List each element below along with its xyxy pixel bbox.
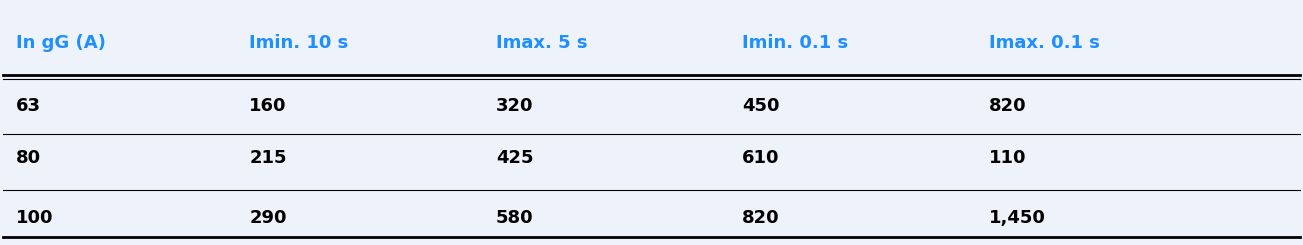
- Text: Imin. 10 s: Imin. 10 s: [249, 35, 348, 52]
- Text: 610: 610: [743, 149, 779, 167]
- Text: 580: 580: [496, 209, 533, 227]
- Text: 63: 63: [16, 97, 40, 115]
- Text: Imin. 0.1 s: Imin. 0.1 s: [743, 35, 848, 52]
- Text: 110: 110: [989, 149, 1027, 167]
- Text: Imax. 0.1 s: Imax. 0.1 s: [989, 35, 1100, 52]
- Text: 290: 290: [249, 209, 287, 227]
- Text: 80: 80: [16, 149, 40, 167]
- Text: 160: 160: [249, 97, 287, 115]
- Text: 425: 425: [496, 149, 533, 167]
- Text: 215: 215: [249, 149, 287, 167]
- Text: In gG (A): In gG (A): [16, 35, 106, 52]
- Text: 100: 100: [16, 209, 53, 227]
- Text: 820: 820: [989, 97, 1027, 115]
- Text: 320: 320: [496, 97, 533, 115]
- Text: Imax. 5 s: Imax. 5 s: [496, 35, 588, 52]
- Text: 820: 820: [743, 209, 780, 227]
- Text: 1,450: 1,450: [989, 209, 1046, 227]
- Text: 450: 450: [743, 97, 779, 115]
